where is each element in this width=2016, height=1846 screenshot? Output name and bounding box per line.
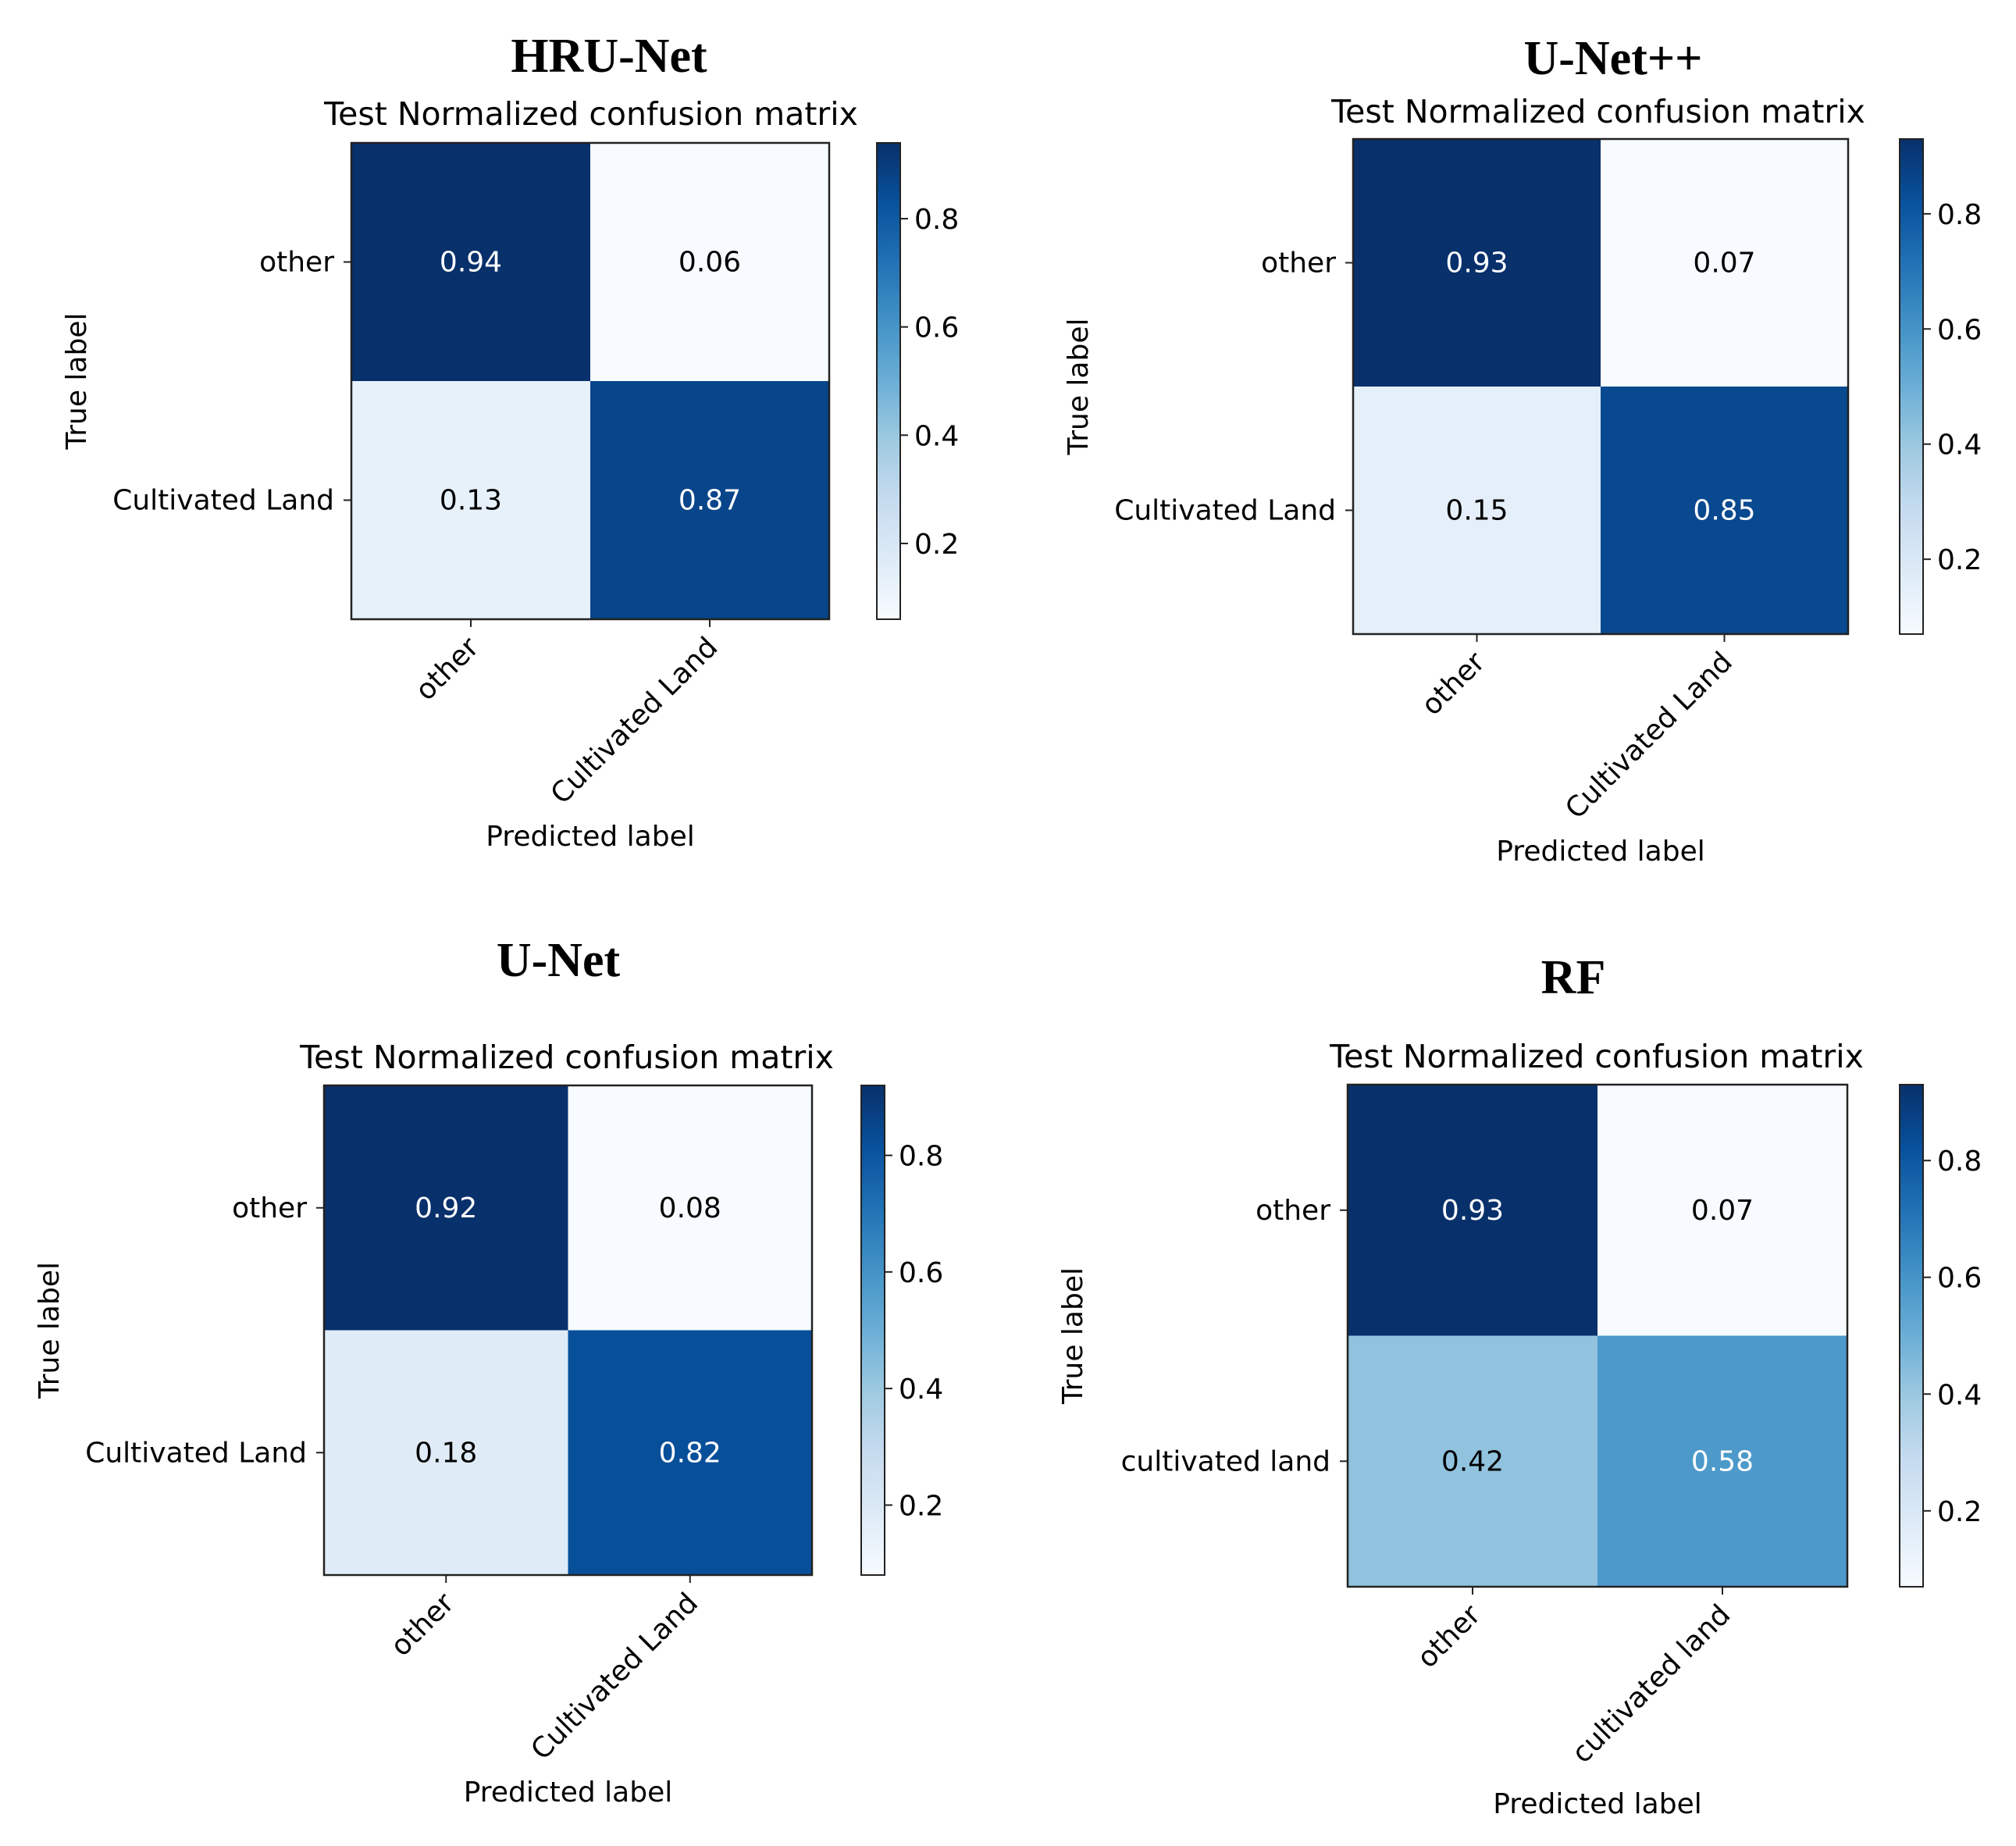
matrix-title: Test Normalized confusion matrix [1330,93,1865,130]
matrix-title: Test Normalized confusion matrix [299,1039,834,1076]
cell-r0-c0 [351,143,590,381]
cell-value-r0-c1: 0.08 [659,1192,721,1224]
model-title: RF [1541,951,1606,1004]
matrix-frame [1346,1083,1849,1588]
x-tick-label: Cultivated Land [1559,646,1739,825]
cell-r1-c0 [351,381,590,619]
colorbar [1899,1084,1924,1588]
model-title: U-Net [497,934,621,987]
x-tick-label: Cultivated Land [525,1587,704,1766]
cell-value-r1-c0: 0.42 [1441,1445,1504,1477]
cell-value-r0-c0: 0.93 [1445,248,1508,280]
cell-value-r0-c1: 0.07 [1693,248,1755,280]
matrix-title: Test Normalized confusion matrix [1329,1038,1864,1075]
colorbar-tick-label: 0.6 [1937,314,1982,346]
cell-r1-c1 [590,381,829,619]
model-title: U-Net++ [1523,32,1702,85]
cell-r1-c1 [568,1330,812,1575]
cell-r0-c1 [1601,139,1848,387]
colorbar-tick-label: 0.6 [899,1257,943,1289]
cell-r1-c0 [1353,387,1601,634]
x-axis-label: Predicted label [1493,1788,1702,1820]
colorbar-tick-label: 0.4 [1937,1379,1982,1411]
colorbar-tick-label: 0.6 [1937,1263,1982,1295]
cell-r0-c1 [568,1085,812,1331]
y-tick-label: other [1256,1195,1330,1227]
colorbar-tick-label: 0.2 [1937,544,1982,576]
y-tick-label: other [232,1192,307,1224]
cell-value-r0-c0: 0.92 [415,1192,477,1224]
y-axis-label: True label [34,1262,66,1399]
cell-r1-c1 [1597,1335,1847,1587]
cell-r0-c1 [1597,1085,1847,1336]
x-tick-label: cultivated land [1566,1598,1737,1769]
matrix-title: Test Normalized confusion matrix [323,95,858,133]
y-tick-label: other [259,247,334,279]
cell-value-r0-c0: 0.93 [1441,1195,1504,1227]
y-axis-label: True label [1057,1267,1089,1405]
cell-value-r1-c1: 0.82 [659,1437,721,1469]
x-tick-label: other [410,631,486,707]
cell-r0-c0 [324,1085,568,1331]
colorbar-tick-label: 0.4 [1937,429,1982,462]
cell-r0-c0 [1348,1085,1597,1336]
cell-r1-c0 [324,1330,568,1575]
cell-value-r1-c0: 0.18 [415,1437,477,1469]
cell-value-r1-c1: 0.85 [1693,495,1755,527]
colorbar-tick-label: 0.2 [914,529,959,561]
cell-value-r0-c1: 0.06 [679,247,741,279]
colorbar-tick-label: 0.8 [1937,199,1982,231]
x-tick-label: other [1416,646,1491,722]
colorbar-tick-label: 0.2 [899,1490,943,1522]
cell-value-r0-c1: 0.07 [1691,1195,1754,1227]
x-tick-label: other [1412,1598,1487,1674]
y-axis-label: True label [61,313,93,451]
cell-r0-c0 [1353,139,1601,387]
matrix-frame [322,1084,814,1577]
x-tick-label: Cultivated Land [545,631,725,811]
colorbar-tick-label: 0.4 [899,1374,943,1406]
panel-2: U-Net++ Test Normalized confusion matrix 0… [1063,32,1982,868]
cell-value-r1-c0: 0.13 [440,485,502,517]
cell-value-r1-c1: 0.87 [679,485,741,517]
model-title: HRU-Net [511,30,707,83]
colorbar [860,1085,885,1576]
cell-value-r0-c0: 0.94 [440,247,502,279]
y-tick-label: Cultivated Land [1114,495,1336,527]
matrix-frame [350,141,831,621]
cell-value-r1-c1: 0.58 [1691,1445,1754,1477]
panel-4: RF Test Normalized confusion matrix 0.93 0.… [1057,951,1982,1820]
y-tick-label: other [1261,248,1336,280]
panel-1: HRU-Net Test Normalized confusion matrix 0… [61,30,959,853]
y-tick-label: cultivated land [1121,1445,1330,1477]
colorbar-tick-label: 0.8 [914,204,959,236]
colorbar [876,142,901,620]
cell-r0-c1 [590,143,829,381]
x-tick-label: other [385,1587,461,1662]
y-tick-label: Cultivated Land [85,1437,307,1469]
x-axis-label: Predicted label [1496,836,1705,868]
panel-3: U-Net Test Normalized confusion matrix 0.9… [34,934,943,1809]
colorbar-tick-label: 0.6 [914,312,959,344]
y-tick-label: Cultivated Land [112,485,334,517]
cell-r1-c0 [1348,1335,1597,1587]
x-axis-label: Predicted label [464,1777,673,1809]
x-axis-label: Predicted label [486,821,695,853]
matrix-frame [1352,137,1850,636]
colorbar-tick-label: 0.8 [899,1141,943,1173]
colorbar-tick-label: 0.4 [914,420,959,452]
cell-value-r1-c0: 0.15 [1445,495,1508,527]
colorbar-tick-label: 0.2 [1937,1496,1982,1528]
cell-r1-c1 [1601,387,1848,634]
colorbar [1899,138,1924,635]
colorbar-tick-label: 0.8 [1937,1146,1982,1178]
y-axis-label: True label [1063,319,1095,456]
